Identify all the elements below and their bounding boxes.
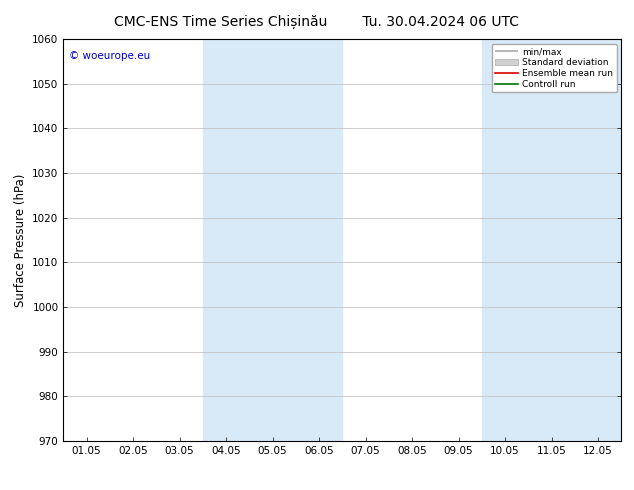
Y-axis label: Surface Pressure (hPa): Surface Pressure (hPa) [14, 173, 27, 307]
Bar [482, 39, 621, 441]
Bar [203, 39, 342, 441]
Text: CMC-ENS Time Series Chișinău        Tu. 30.04.2024 06 UTC: CMC-ENS Time Series Chișinău Tu. 30.04.2… [115, 15, 519, 29]
Text: © woeurope.eu: © woeurope.eu [69, 51, 150, 61]
Legend: min/max, Standard deviation, Ensemble mean run, Controll run: min/max, Standard deviation, Ensemble me… [491, 44, 617, 92]
